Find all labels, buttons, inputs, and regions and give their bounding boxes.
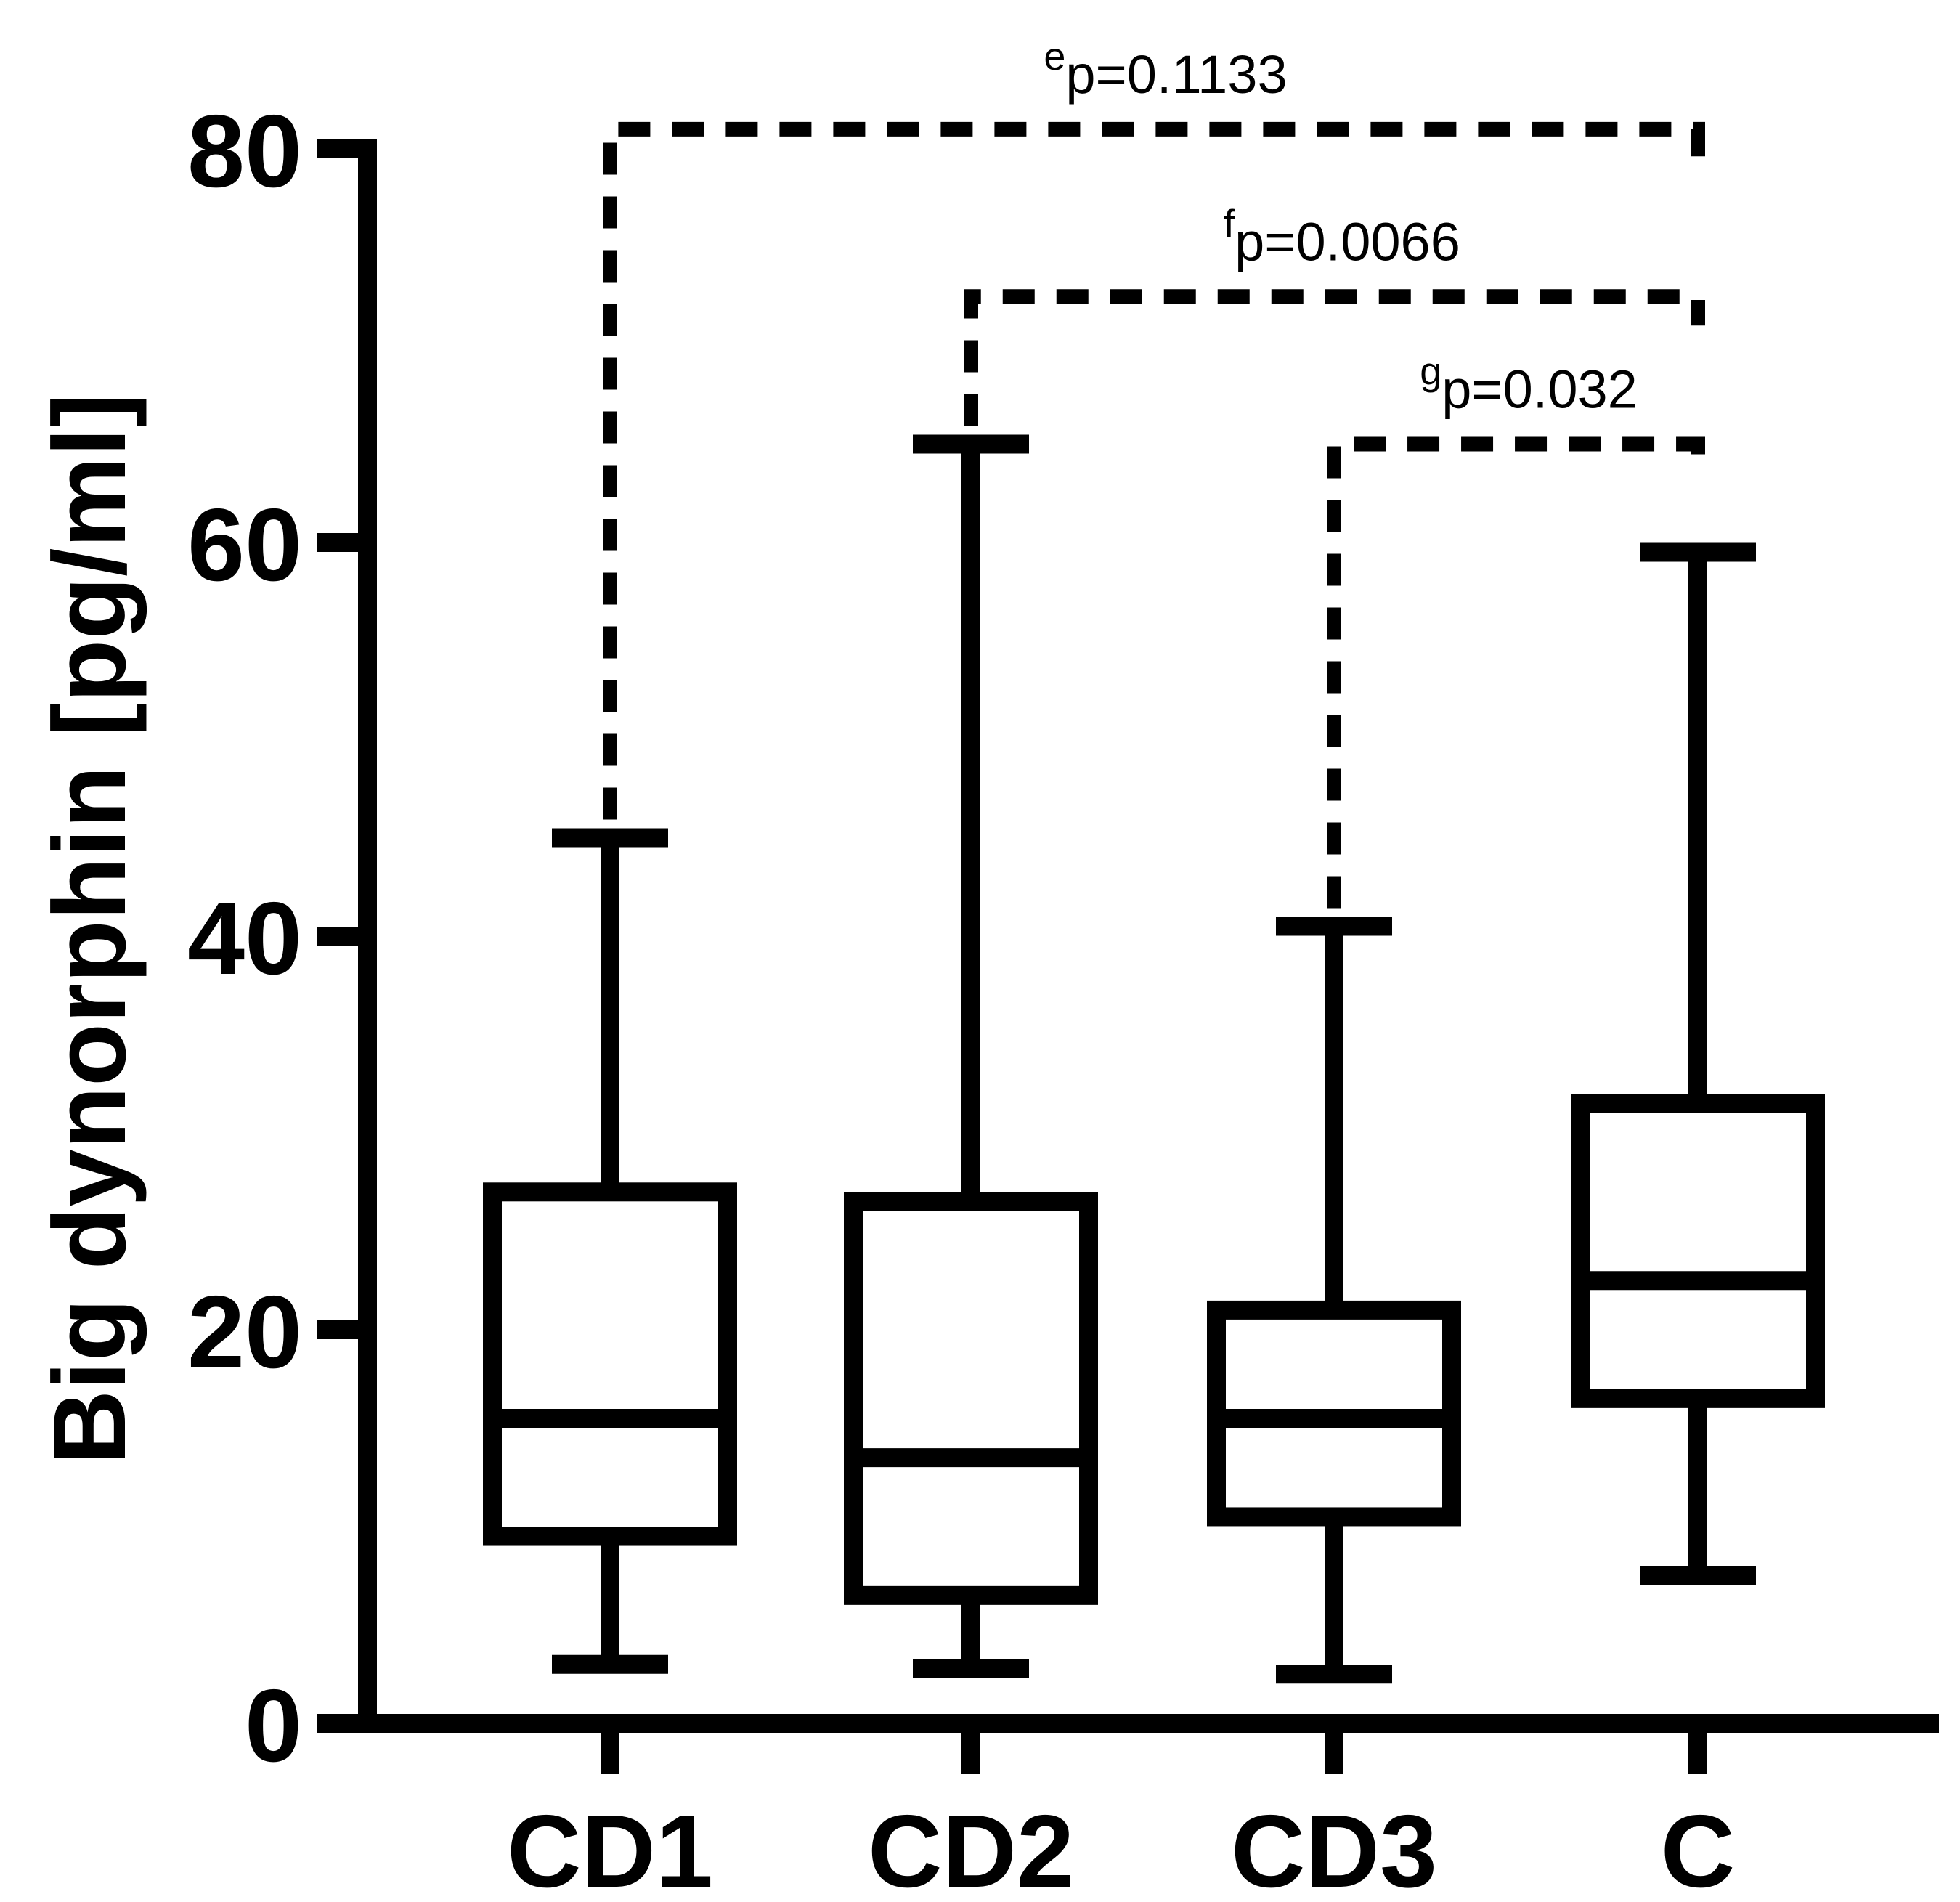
p-value-text: p=0.0066 [1235,211,1460,272]
significance-bracket [603,121,1705,820]
significance-bracket [964,289,1705,426]
x-axis: CD1 CD2 CD3 C [317,1714,1939,1902]
y-tick-label: 80 [187,94,302,209]
box-series [483,434,1825,1684]
comparison-cd2-vs-c: fp=0.0066 [964,202,1705,426]
box-cd1 [483,828,737,1674]
box-c [1571,542,1825,1585]
p-value-superscript: f [1224,202,1235,245]
x-tick-label: CD1 [507,1794,713,1902]
x-tick-label: C [1661,1794,1736,1902]
p-value-label: gp=0.032 [1420,350,1638,420]
significance-brackets: ep=0.1133 fp=0.0066 gp=0.032 [603,35,1705,909]
y-tick-label: 40 [187,881,302,996]
x-tick-label: CD2 [868,1794,1074,1902]
comparison-cd3-vs-c: gp=0.032 [1327,350,1705,909]
p-value-label: fp=0.0066 [1224,202,1460,272]
y-tick-label: 0 [245,1668,302,1784]
significance-bracket [1327,436,1705,909]
p-value-label: ep=0.1133 [1044,35,1287,105]
y-axis: 0 20 40 60 80 [187,94,377,1784]
interquartile-box [1571,1094,1825,1408]
y-tick-label: 60 [187,487,302,603]
box-cd3 [1207,917,1461,1684]
x-tick-label: CD3 [1231,1794,1437,1902]
y-axis-label: Big dynorphin [pg/ml] [32,394,147,1465]
p-value-text: p=0.032 [1441,359,1638,420]
interquartile-box [483,1182,737,1546]
p-value-superscript: e [1044,35,1065,78]
y-tick-label: 20 [187,1275,302,1390]
p-value-text: p=0.1133 [1065,44,1287,105]
comparison-cd1-vs-c: ep=0.1133 [603,35,1705,820]
p-value-superscript: g [1420,350,1441,394]
box-cd2 [844,434,1098,1678]
interquartile-box [844,1192,1098,1605]
